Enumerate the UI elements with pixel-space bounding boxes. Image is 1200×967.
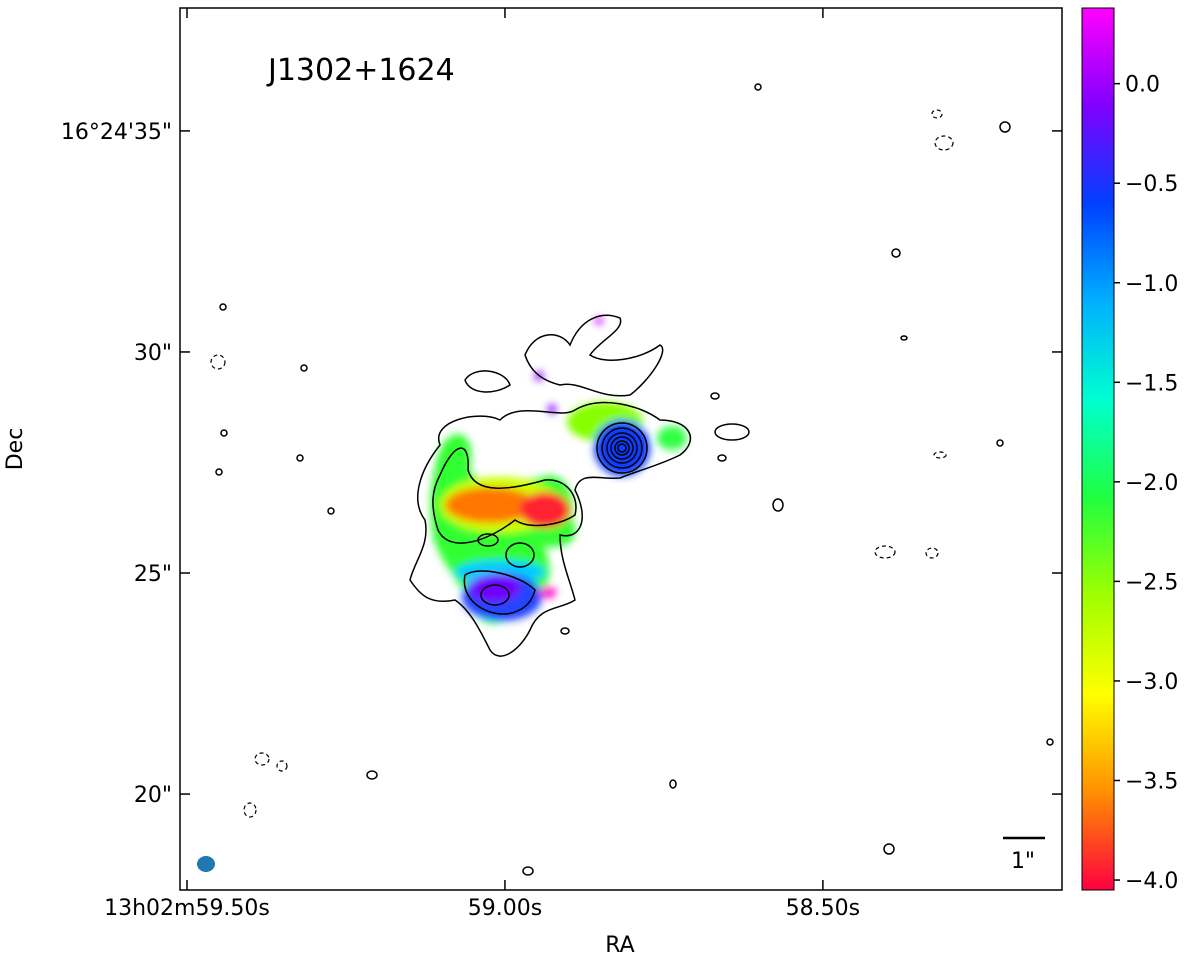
colorbar-tick-label: −1.0 (1125, 272, 1178, 297)
map (210, 83, 1054, 876)
y-tick-label: 30" (134, 341, 172, 366)
colorbar-tick-label: −3.5 (1125, 769, 1178, 794)
x-tick-label: 58.50s (786, 896, 860, 921)
x-axis-label: RA (605, 933, 634, 958)
plot-frame (179, 7, 1063, 891)
colorbar-tick-label: 0.0 (1125, 73, 1160, 98)
x-tick-label: 13h02m59.50s (104, 896, 270, 921)
spectral-index-map (430, 318, 687, 624)
colorbar-tick-label: −2.5 (1125, 570, 1178, 595)
x-tick-label: 59.00s (468, 896, 542, 921)
colorbar-tick-label: −0.5 (1125, 172, 1178, 197)
y-tick-label: 20" (134, 783, 172, 808)
colorbar-tick-label: −2.0 (1125, 471, 1178, 496)
y-tick-label: 25" (134, 562, 172, 587)
colorbar-tick-label: −4.0 (1125, 869, 1178, 894)
colorbar-tick-label: −3.0 (1125, 670, 1178, 695)
scale-bar-label: 1" (1011, 849, 1035, 874)
beam (197, 856, 215, 872)
y-tick-label: 16°24'35" (61, 120, 172, 145)
colorbar (1081, 7, 1115, 891)
chart-title: J1302+1624 (266, 53, 455, 88)
colorbar-tick-label: −1.5 (1125, 371, 1178, 396)
core-contours (596, 422, 648, 474)
y-axis-label: Dec (3, 428, 28, 471)
